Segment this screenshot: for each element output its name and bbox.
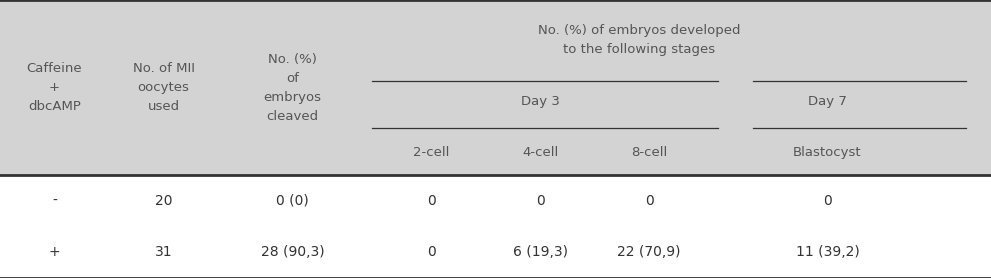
Text: 28 (90,3): 28 (90,3)	[261, 245, 324, 259]
Bar	[0, 0, 991, 175]
Text: -: -	[53, 194, 56, 208]
Text: Caffeine
+
dbcAMP: Caffeine + dbcAMP	[27, 62, 82, 113]
Text: +: +	[49, 245, 60, 259]
Text: No. (%) of embryos developed
to the following stages: No. (%) of embryos developed to the foll…	[538, 24, 740, 56]
Text: 11 (39,2): 11 (39,2)	[796, 245, 859, 259]
Text: 0: 0	[427, 245, 435, 259]
Text: 31: 31	[155, 245, 172, 259]
Text: Blastocyst: Blastocyst	[793, 146, 862, 159]
Text: Day 7: Day 7	[808, 95, 847, 108]
Text: 4-cell: 4-cell	[522, 146, 558, 159]
Text: No. of MII
oocytes
used: No. of MII oocytes used	[133, 62, 194, 113]
Text: Day 3: Day 3	[520, 95, 560, 108]
Text: 0: 0	[536, 194, 544, 208]
Text: No. (%)
of
embryos
cleaved: No. (%) of embryos cleaved	[264, 53, 321, 123]
Text: 8-cell: 8-cell	[631, 146, 667, 159]
Text: 2-cell: 2-cell	[413, 146, 449, 159]
Text: 20: 20	[155, 194, 172, 208]
Text: 0: 0	[824, 194, 831, 208]
Text: 22 (70,9): 22 (70,9)	[617, 245, 681, 259]
Text: 6 (19,3): 6 (19,3)	[512, 245, 568, 259]
Text: 0: 0	[427, 194, 435, 208]
Text: 0 (0): 0 (0)	[275, 194, 309, 208]
Text: 0: 0	[645, 194, 653, 208]
Bar	[0, 175, 991, 278]
